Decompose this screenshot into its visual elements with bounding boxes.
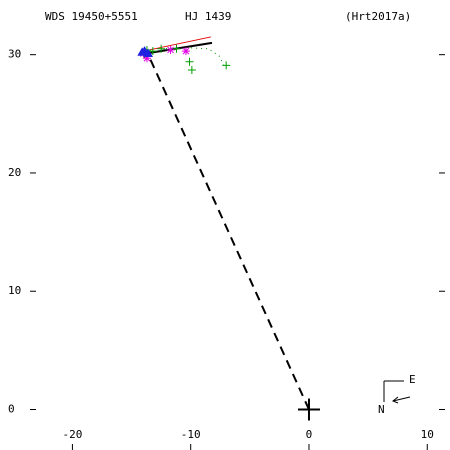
star-marker: [166, 45, 175, 54]
x-tick-label: 10: [421, 428, 434, 441]
plus-marker: [222, 61, 231, 70]
x-tick-label: 0: [306, 428, 313, 441]
compass-n: N: [378, 403, 385, 416]
title-right: (Hrt2017a): [345, 10, 411, 23]
y-tick-label: 0: [8, 403, 15, 416]
orbit-line: [148, 56, 310, 410]
y-tick-label: 10: [8, 284, 21, 297]
plus-marker: [148, 47, 157, 56]
star-marker: [142, 54, 151, 63]
triangle-marker: [143, 48, 153, 57]
plus-marker: [185, 57, 194, 66]
compass-arrow: [392, 396, 399, 404]
x-tick-label: -20: [62, 428, 82, 441]
compass: E N: [378, 373, 416, 416]
plus-marker: [172, 44, 181, 53]
orbit-line: [149, 36, 211, 51]
compass-arrow: [392, 396, 411, 402]
compass-e: E: [409, 373, 416, 386]
star-marker: [181, 47, 190, 56]
title-left: WDS 19450+5551: [45, 10, 138, 23]
plus-marker: [157, 44, 166, 53]
plus-marker: [187, 66, 196, 75]
y-tick-label: 20: [8, 166, 21, 179]
primary-star: [297, 398, 320, 421]
orbit-line: [145, 41, 213, 55]
x-tick-label: -10: [181, 428, 201, 441]
title-center: HJ 1439: [185, 10, 231, 23]
y-tick-label: 30: [8, 48, 21, 61]
